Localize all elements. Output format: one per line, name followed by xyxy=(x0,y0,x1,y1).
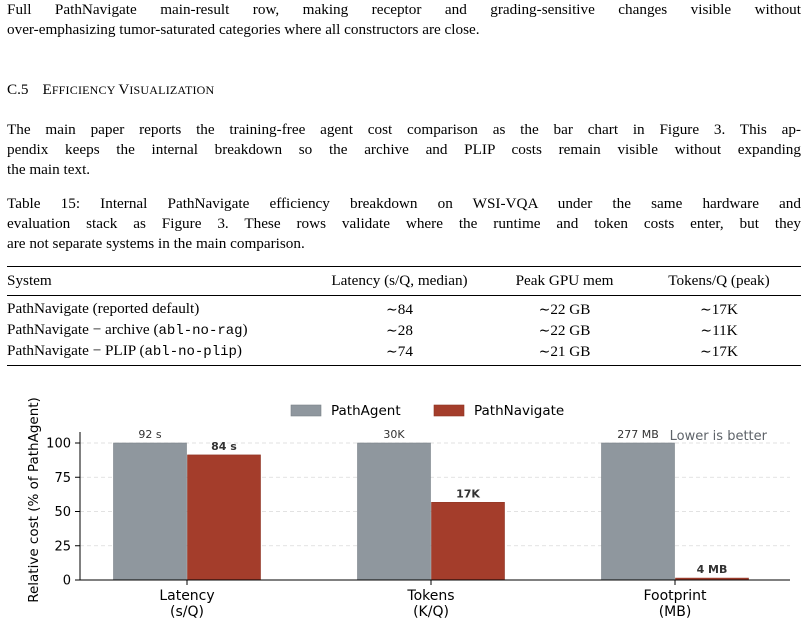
header-latency: Latency (s/Q, median) xyxy=(307,266,492,296)
legend: PathAgent PathNavigate xyxy=(290,403,564,419)
cell-latency: ∼74 xyxy=(307,341,492,366)
approx-symbol: ∼ xyxy=(538,322,551,339)
bar-value-label: 17K xyxy=(456,487,480,500)
bar-pathnavigate-0 xyxy=(187,454,261,581)
y-tick-label: 25 xyxy=(54,539,71,554)
cell-gpu: ∼22 GB xyxy=(492,320,637,341)
section-title-cap-2: V xyxy=(118,81,130,98)
efficiency-table: System Latency (s/Q, median) Peak GPU me… xyxy=(7,266,801,366)
bar-pathagent-1 xyxy=(357,442,431,581)
gpu-value: 22 GB xyxy=(550,300,591,318)
approx-symbol: ∼ xyxy=(538,343,551,360)
legend-swatch-pathnavigate xyxy=(433,404,465,417)
annotation-lower-is-better: Lower is better xyxy=(670,429,768,444)
intro-paragraph: Full PathNavigate main-result row, makin… xyxy=(7,0,801,40)
cell-system: PathNavigate − archive (abl-no-rag) xyxy=(7,320,307,341)
section-title-cap-1: E xyxy=(42,81,52,98)
body-line-1: The main paper reports the training-free… xyxy=(7,121,801,138)
x-tick-label: (K/Q) xyxy=(413,604,449,620)
caption-line-2: evaluation stack as Figure 3. These rows… xyxy=(7,215,801,232)
y-tick-label: 100 xyxy=(46,437,71,452)
caption-line-3: are not separate systems in the main com… xyxy=(7,235,305,252)
bar-value-label: 92 s xyxy=(138,428,161,441)
system-name: PathNavigate − PLIP ( xyxy=(7,342,145,359)
latency-value: 84 xyxy=(397,300,413,318)
section-title-part-2: ISUALIZATION xyxy=(129,83,215,97)
table-row: PathNavigate − PLIP (abl-no-plip) ∼74 ∼2… xyxy=(7,341,801,366)
body-line-2: pendix keeps the internal breakdown so t… xyxy=(7,141,801,158)
latency-value: 74 xyxy=(397,342,413,360)
approx-symbol: ∼ xyxy=(386,343,398,360)
bar-pathnavigate-1 xyxy=(431,502,505,581)
y-axis-label: Relative cost (% of PathAgent) xyxy=(26,397,42,603)
y-tick-label: 50 xyxy=(54,505,71,520)
bar-value-label: 4 MB xyxy=(697,563,728,576)
cell-latency: ∼28 xyxy=(307,320,492,341)
x-tick-label: Footprint xyxy=(643,588,707,604)
system-code: abl-no-plip xyxy=(144,344,237,360)
x-tick-label: (s/Q) xyxy=(170,604,204,620)
gpu-value: 21 GB xyxy=(550,342,591,360)
body-paragraph: The main paper reports the training-free… xyxy=(7,120,801,180)
header-system: System xyxy=(7,266,307,296)
cell-latency: ∼84 xyxy=(307,296,492,321)
gpu-value: 22 GB xyxy=(550,321,591,339)
caption-line-1: Table 15: Internal PathNavigate efficien… xyxy=(7,195,801,212)
system-name: PathNavigate (reported default) xyxy=(7,300,200,317)
system-code: abl-no-rag xyxy=(158,323,243,339)
bar-pathagent-0 xyxy=(113,442,187,581)
table-caption: Table 15: Internal PathNavigate efficien… xyxy=(7,194,801,254)
bar-pathagent-2 xyxy=(601,442,675,581)
cell-tokens: ∼11K xyxy=(637,320,801,341)
bar-value-label: 277 MB xyxy=(617,428,659,441)
legend-label-pathagent: PathAgent xyxy=(331,403,401,419)
section-heading: C.5 EFFICIENCY VISUALIZATION xyxy=(7,80,214,100)
table-row: PathNavigate (reported default) ∼84 ∼22 … xyxy=(7,296,801,321)
latency-value: 28 xyxy=(397,321,413,339)
approx-symbol: ∼ xyxy=(538,301,551,318)
approx-symbol: ∼ xyxy=(700,301,712,318)
table-header-row: System Latency (s/Q, median) Peak GPU me… xyxy=(7,266,801,296)
cell-system: PathNavigate (reported default) xyxy=(7,296,307,321)
legend-swatch-pathagent xyxy=(290,404,322,417)
bar-value-label: 84 s xyxy=(211,440,237,453)
body-line-3: the main text. xyxy=(7,161,91,178)
tokens-value: 17K xyxy=(711,342,738,360)
legend-label-pathnavigate: PathNavigate xyxy=(474,403,564,419)
bars xyxy=(113,442,749,581)
tokens-value: 17K xyxy=(711,300,738,318)
cell-gpu: ∼21 GB xyxy=(492,341,637,366)
system-close: ) xyxy=(242,321,248,338)
header-gpu: Peak GPU mem xyxy=(492,266,637,296)
cell-tokens: ∼17K xyxy=(637,341,801,366)
approx-symbol: ∼ xyxy=(386,301,398,318)
cell-tokens: ∼17K xyxy=(637,296,801,321)
bar-value-labels: 92 s 30K 277 MB 84 s 17K 4 MB xyxy=(138,428,727,576)
approx-symbol: ∼ xyxy=(700,343,712,360)
table-row: PathNavigate − archive (abl-no-rag) ∼28 … xyxy=(7,320,801,341)
approx-symbol: ∼ xyxy=(386,322,398,339)
system-close: ) xyxy=(236,342,242,359)
header-tokens: Tokens/Q (peak) xyxy=(637,266,801,296)
system-name: PathNavigate − archive ( xyxy=(7,321,159,338)
axes: 0 25 50 75 100 Latency(s/Q) Tokens(K/Q) Footpri… xyxy=(46,432,790,620)
section-number: C.5 xyxy=(7,81,29,98)
x-tick-label: Tokens xyxy=(406,588,454,604)
cell-system: PathNavigate − PLIP (abl-no-plip) xyxy=(7,341,307,366)
x-tick-label: (MB) xyxy=(659,604,692,620)
cost-bar-chart: 0 25 50 75 100 Latency(s/Q) Tokens(K/Q) Footpri… xyxy=(26,397,790,620)
intro-line-2: over-emphasizing tumor-saturated categor… xyxy=(7,21,480,38)
y-tick-label: 0 xyxy=(63,574,71,589)
intro-line-1: Full PathNavigate main-result row, makin… xyxy=(7,1,801,18)
y-tick-label: 75 xyxy=(54,471,71,486)
bar-value-label: 30K xyxy=(383,428,405,441)
cell-gpu: ∼22 GB xyxy=(492,296,637,321)
section-title-part-1: FFICIENCY xyxy=(51,83,119,97)
tokens-value: 11K xyxy=(712,321,738,339)
approx-symbol: ∼ xyxy=(700,322,713,339)
x-tick-label: Latency xyxy=(159,588,214,604)
